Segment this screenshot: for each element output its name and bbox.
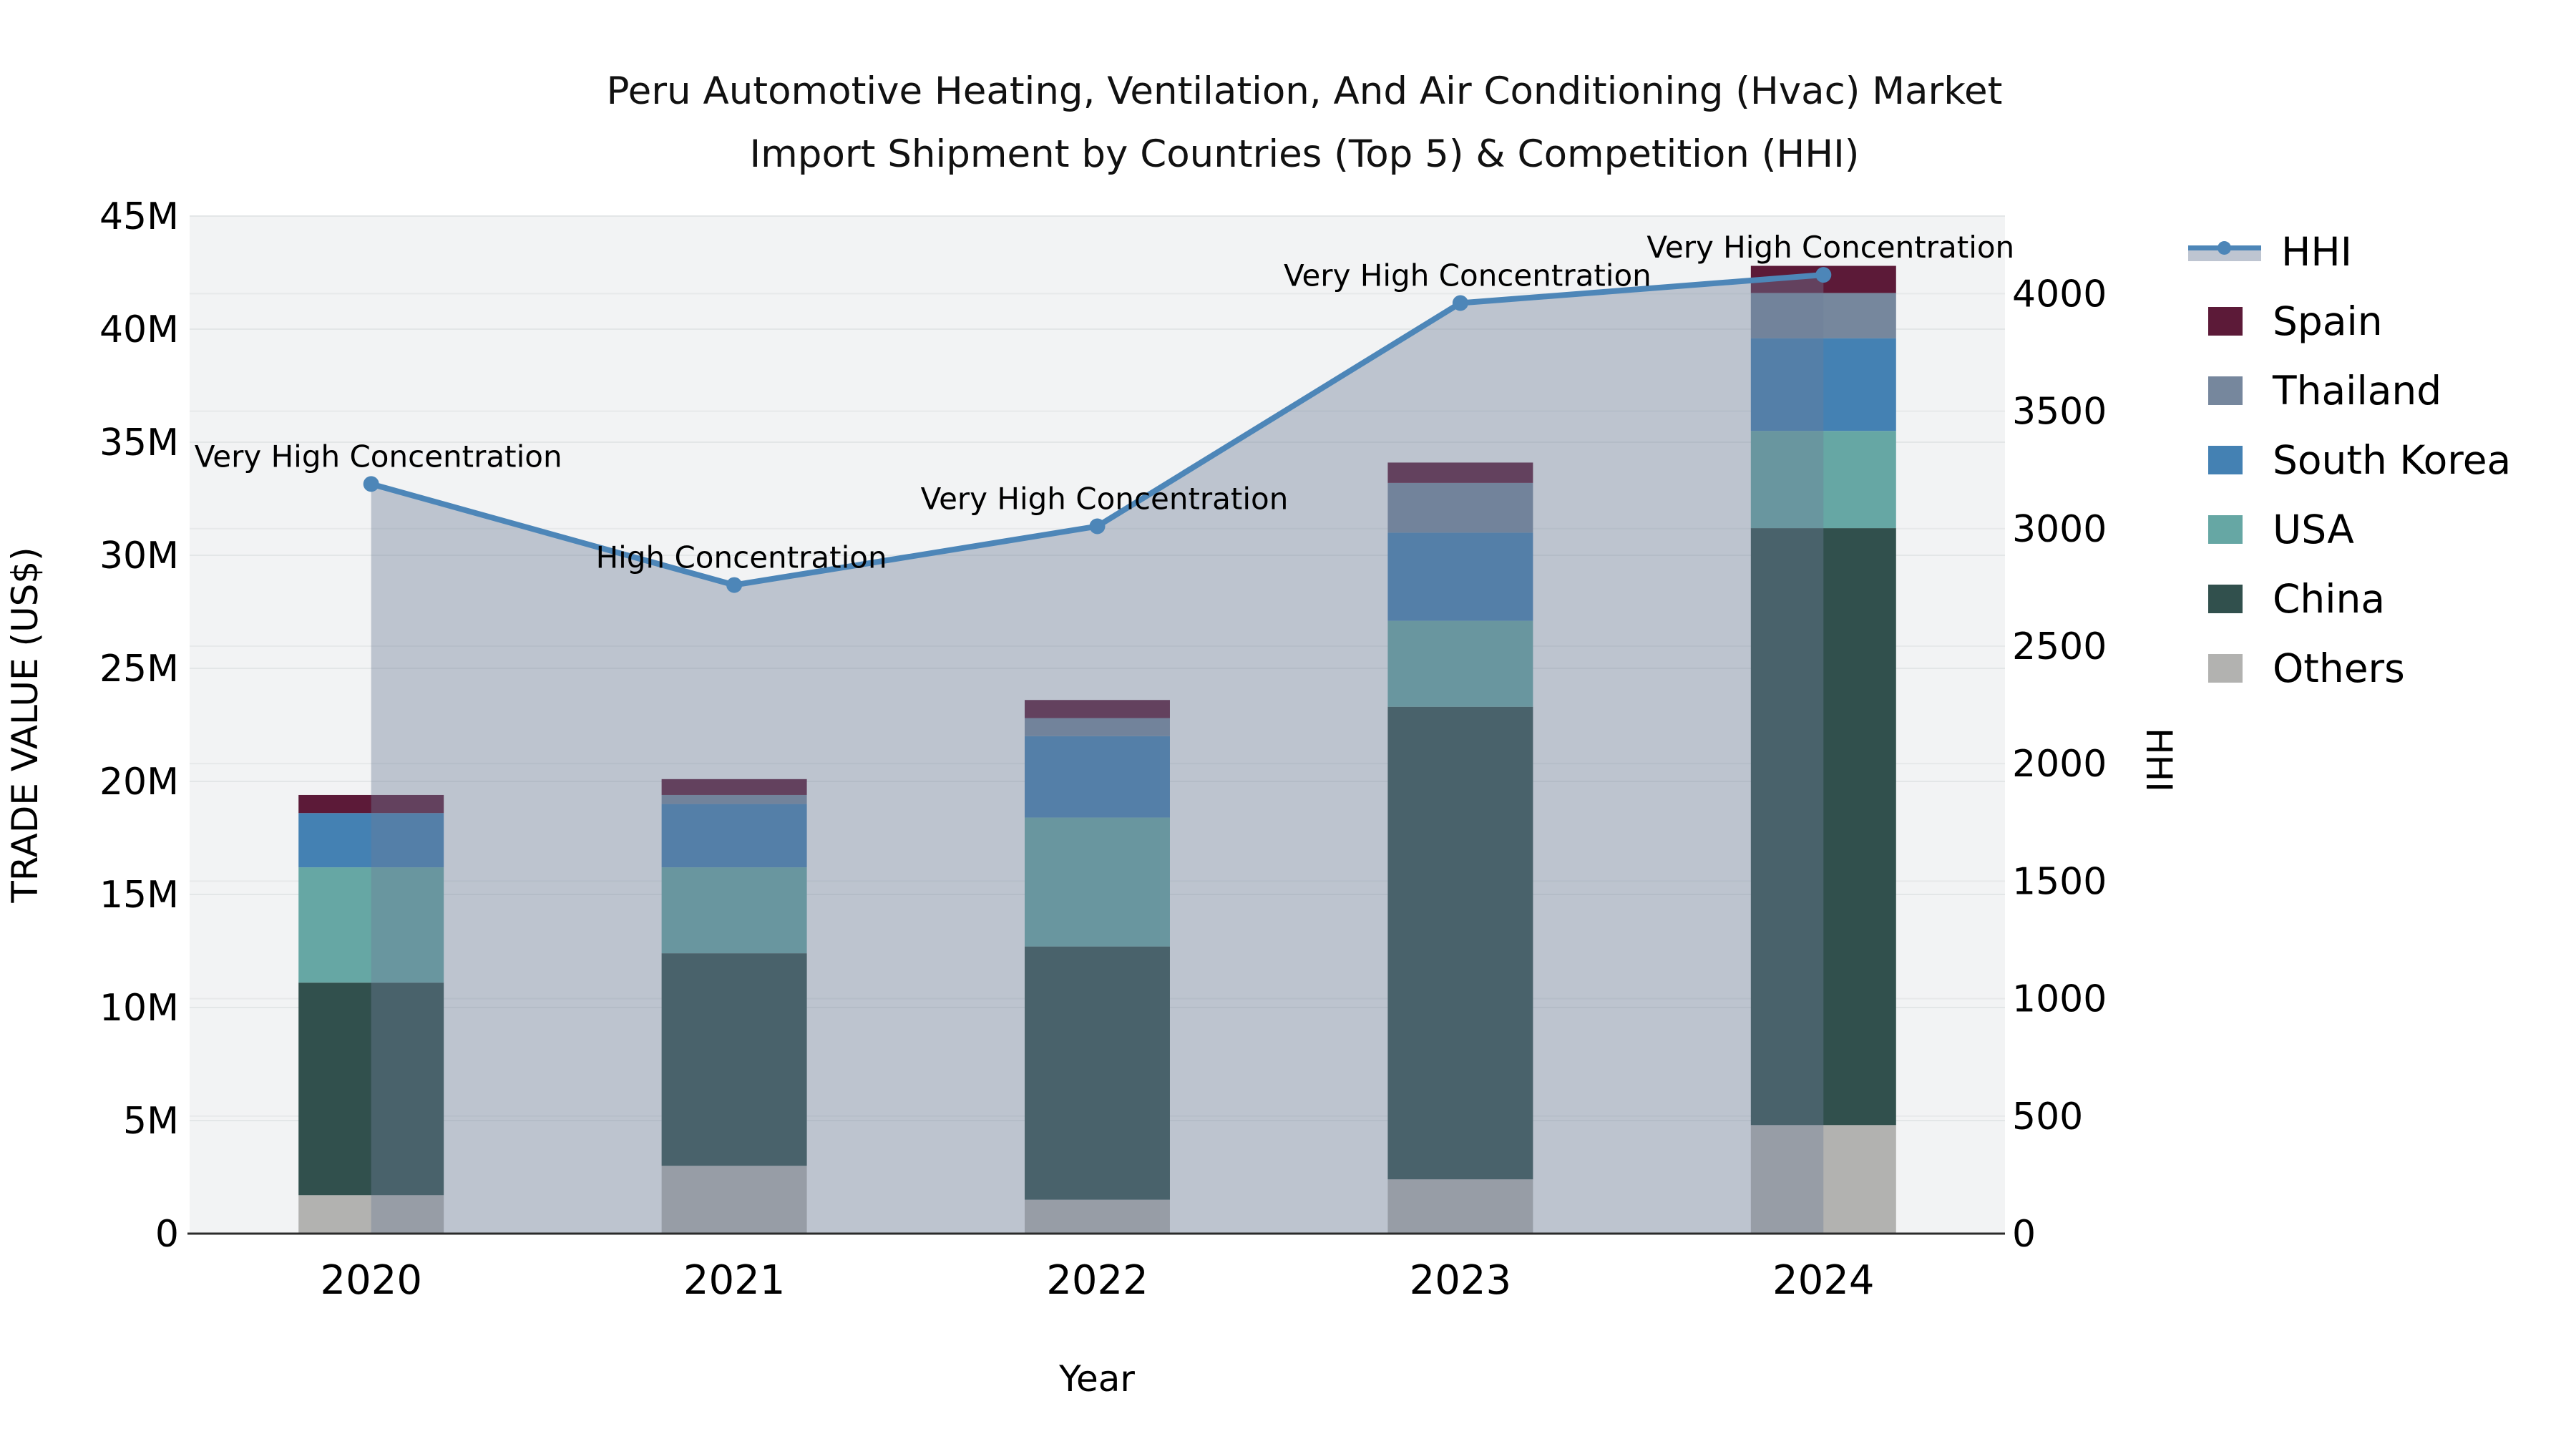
left-tick-label-15M: 15M [99, 874, 179, 917]
legend-item-others: Others [2184, 645, 2405, 691]
bar-segment-thailand-2023 [1387, 482, 1533, 533]
bar-segment-usa-2021 [661, 867, 807, 954]
legend-hhi-area-sample [2188, 250, 2261, 261]
bar-segment-usa-2024 [1750, 431, 1896, 529]
bar-segment-usa-2023 [1387, 620, 1533, 707]
left-tick-label-30M: 30M [99, 535, 179, 577]
legend-swatch-usa [2208, 515, 2243, 544]
legend: HHI Spain Thailand South Korea USA China Other… [2184, 0, 2576, 716]
bar-segment-spain-2023 [1387, 462, 1533, 483]
left-tick-label-20M: 20M [99, 761, 179, 804]
left-tick-label-10M: 10M [99, 987, 179, 1030]
bar-segment-south-korea-2020 [298, 813, 444, 868]
legend-item-china: China [2184, 576, 2386, 622]
legend-swatch-china [2208, 585, 2243, 613]
chart-title-line2: Import Shipment by Countries (Top 5) & C… [749, 132, 1860, 176]
bar-segment-thailand-2024 [1750, 293, 1896, 338]
bar-segment-south-korea-2021 [661, 804, 807, 868]
legend-item-hhi: HHI [2184, 229, 2352, 275]
annotation-2020: Very High Concentration [195, 439, 562, 474]
bar-segment-others-2023 [1387, 1179, 1533, 1234]
hhi-point-2022 [1089, 518, 1106, 535]
left-tick-label-0: 0 [155, 1213, 179, 1256]
annotation-2024: Very High Concentration [1646, 230, 2014, 265]
bar-segment-spain-2020 [298, 794, 444, 814]
left-tick-label-5M: 5M [123, 1100, 179, 1143]
bar-segment-others-2022 [1025, 1199, 1170, 1234]
right-tick-label-4000: 4000 [2012, 273, 2107, 316]
bar-segment-south-korea-2022 [1025, 736, 1170, 818]
bar-segment-usa-2020 [298, 867, 444, 983]
annotation-2021: High Concentration [596, 540, 887, 575]
chart-title-line1: Peru Automotive Heating, Ventilation, An… [606, 69, 2003, 113]
y-axis-title: TRADE VALUE (US$) [4, 547, 46, 903]
left-tick-label-40M: 40M [99, 308, 179, 351]
x-tick-label-2024: 2024 [1772, 1257, 1875, 1304]
annotation-2022: Very High Concentration [921, 481, 1289, 516]
legend-label-south-korea: South Korea [2273, 437, 2512, 483]
bar-segment-others-2024 [1750, 1125, 1896, 1234]
bar-segment-south-korea-2023 [1387, 532, 1533, 621]
bar-segment-others-2021 [661, 1166, 807, 1234]
legend-label-others: Others [2273, 645, 2405, 691]
right-tick-label-3500: 3500 [2012, 391, 2107, 434]
hhi-point-2020 [363, 476, 379, 492]
bar-segment-south-korea-2024 [1750, 338, 1896, 431]
legend-label-spain: Spain [2273, 298, 2383, 344]
legend-item-thailand: Thailand [2184, 368, 2442, 414]
legend-item-south-korea: South Korea [2184, 437, 2512, 483]
bar-segment-usa-2022 [1025, 817, 1170, 947]
left-tick-label-35M: 35M [99, 421, 179, 464]
bar-segment-spain-2022 [1025, 700, 1170, 718]
legend-label-china: China [2273, 576, 2386, 622]
hhi-point-2024 [1815, 267, 1832, 283]
legend-label-usa: USA [2273, 507, 2354, 552]
right-tick-label-2500: 2500 [2012, 625, 2107, 668]
right-tick-label-2000: 2000 [2012, 743, 2107, 786]
bar-segment-china-2022 [1025, 946, 1170, 1200]
left-tick-label-25M: 25M [99, 648, 179, 691]
annotation-2023: Very High Concentration [1284, 258, 1652, 293]
hhi-point-2021 [726, 577, 743, 593]
legend-swatch-others [2208, 654, 2243, 683]
bar-segment-others-2020 [298, 1195, 444, 1234]
legend-label-hhi: HHI [2281, 229, 2352, 275]
secondary-y-axis-title: HHI [2138, 728, 2180, 792]
legend-swatch-thailand [2208, 376, 2243, 405]
x-tick-label-2020: 2020 [320, 1257, 422, 1304]
legend-item-spain: Spain [2184, 298, 2383, 344]
legend-swatch-south-korea [2208, 446, 2243, 474]
bar-segment-thailand-2022 [1025, 718, 1170, 736]
bar-segment-china-2024 [1750, 528, 1896, 1126]
x-axis-title: Year [1058, 1358, 1135, 1400]
bar-segment-china-2020 [298, 982, 444, 1196]
right-tick-label-0: 0 [2012, 1213, 2036, 1256]
left-tick-label-45M: 45M [99, 195, 179, 238]
bar-segment-thailand-2021 [661, 794, 807, 804]
x-tick-label-2022: 2022 [1046, 1257, 1148, 1304]
right-tick-label-1000: 1000 [2012, 978, 2107, 1021]
right-tick-label-500: 500 [2012, 1096, 2083, 1138]
x-tick-label-2023: 2023 [1410, 1257, 1512, 1304]
legend-hhi-line-sample [2188, 239, 2261, 265]
legend-swatch-spain [2208, 307, 2243, 336]
legend-hhi-marker-icon [2218, 241, 2231, 255]
legend-item-usa: USA [2184, 507, 2354, 552]
hhi-area [371, 275, 1824, 1234]
chart-title: Peru Automotive Heating, Ventilation, An… [607, 60, 2003, 186]
legend-label-thailand: Thailand [2273, 368, 2442, 414]
bar-segment-china-2023 [1387, 706, 1533, 1180]
hhi-point-2023 [1452, 295, 1468, 311]
bar-segment-spain-2021 [661, 779, 807, 795]
right-tick-label-1500: 1500 [2012, 860, 2107, 903]
x-tick-label-2021: 2021 [683, 1257, 786, 1304]
right-tick-label-3000: 3000 [2012, 508, 2107, 551]
bar-segment-china-2021 [661, 953, 807, 1166]
